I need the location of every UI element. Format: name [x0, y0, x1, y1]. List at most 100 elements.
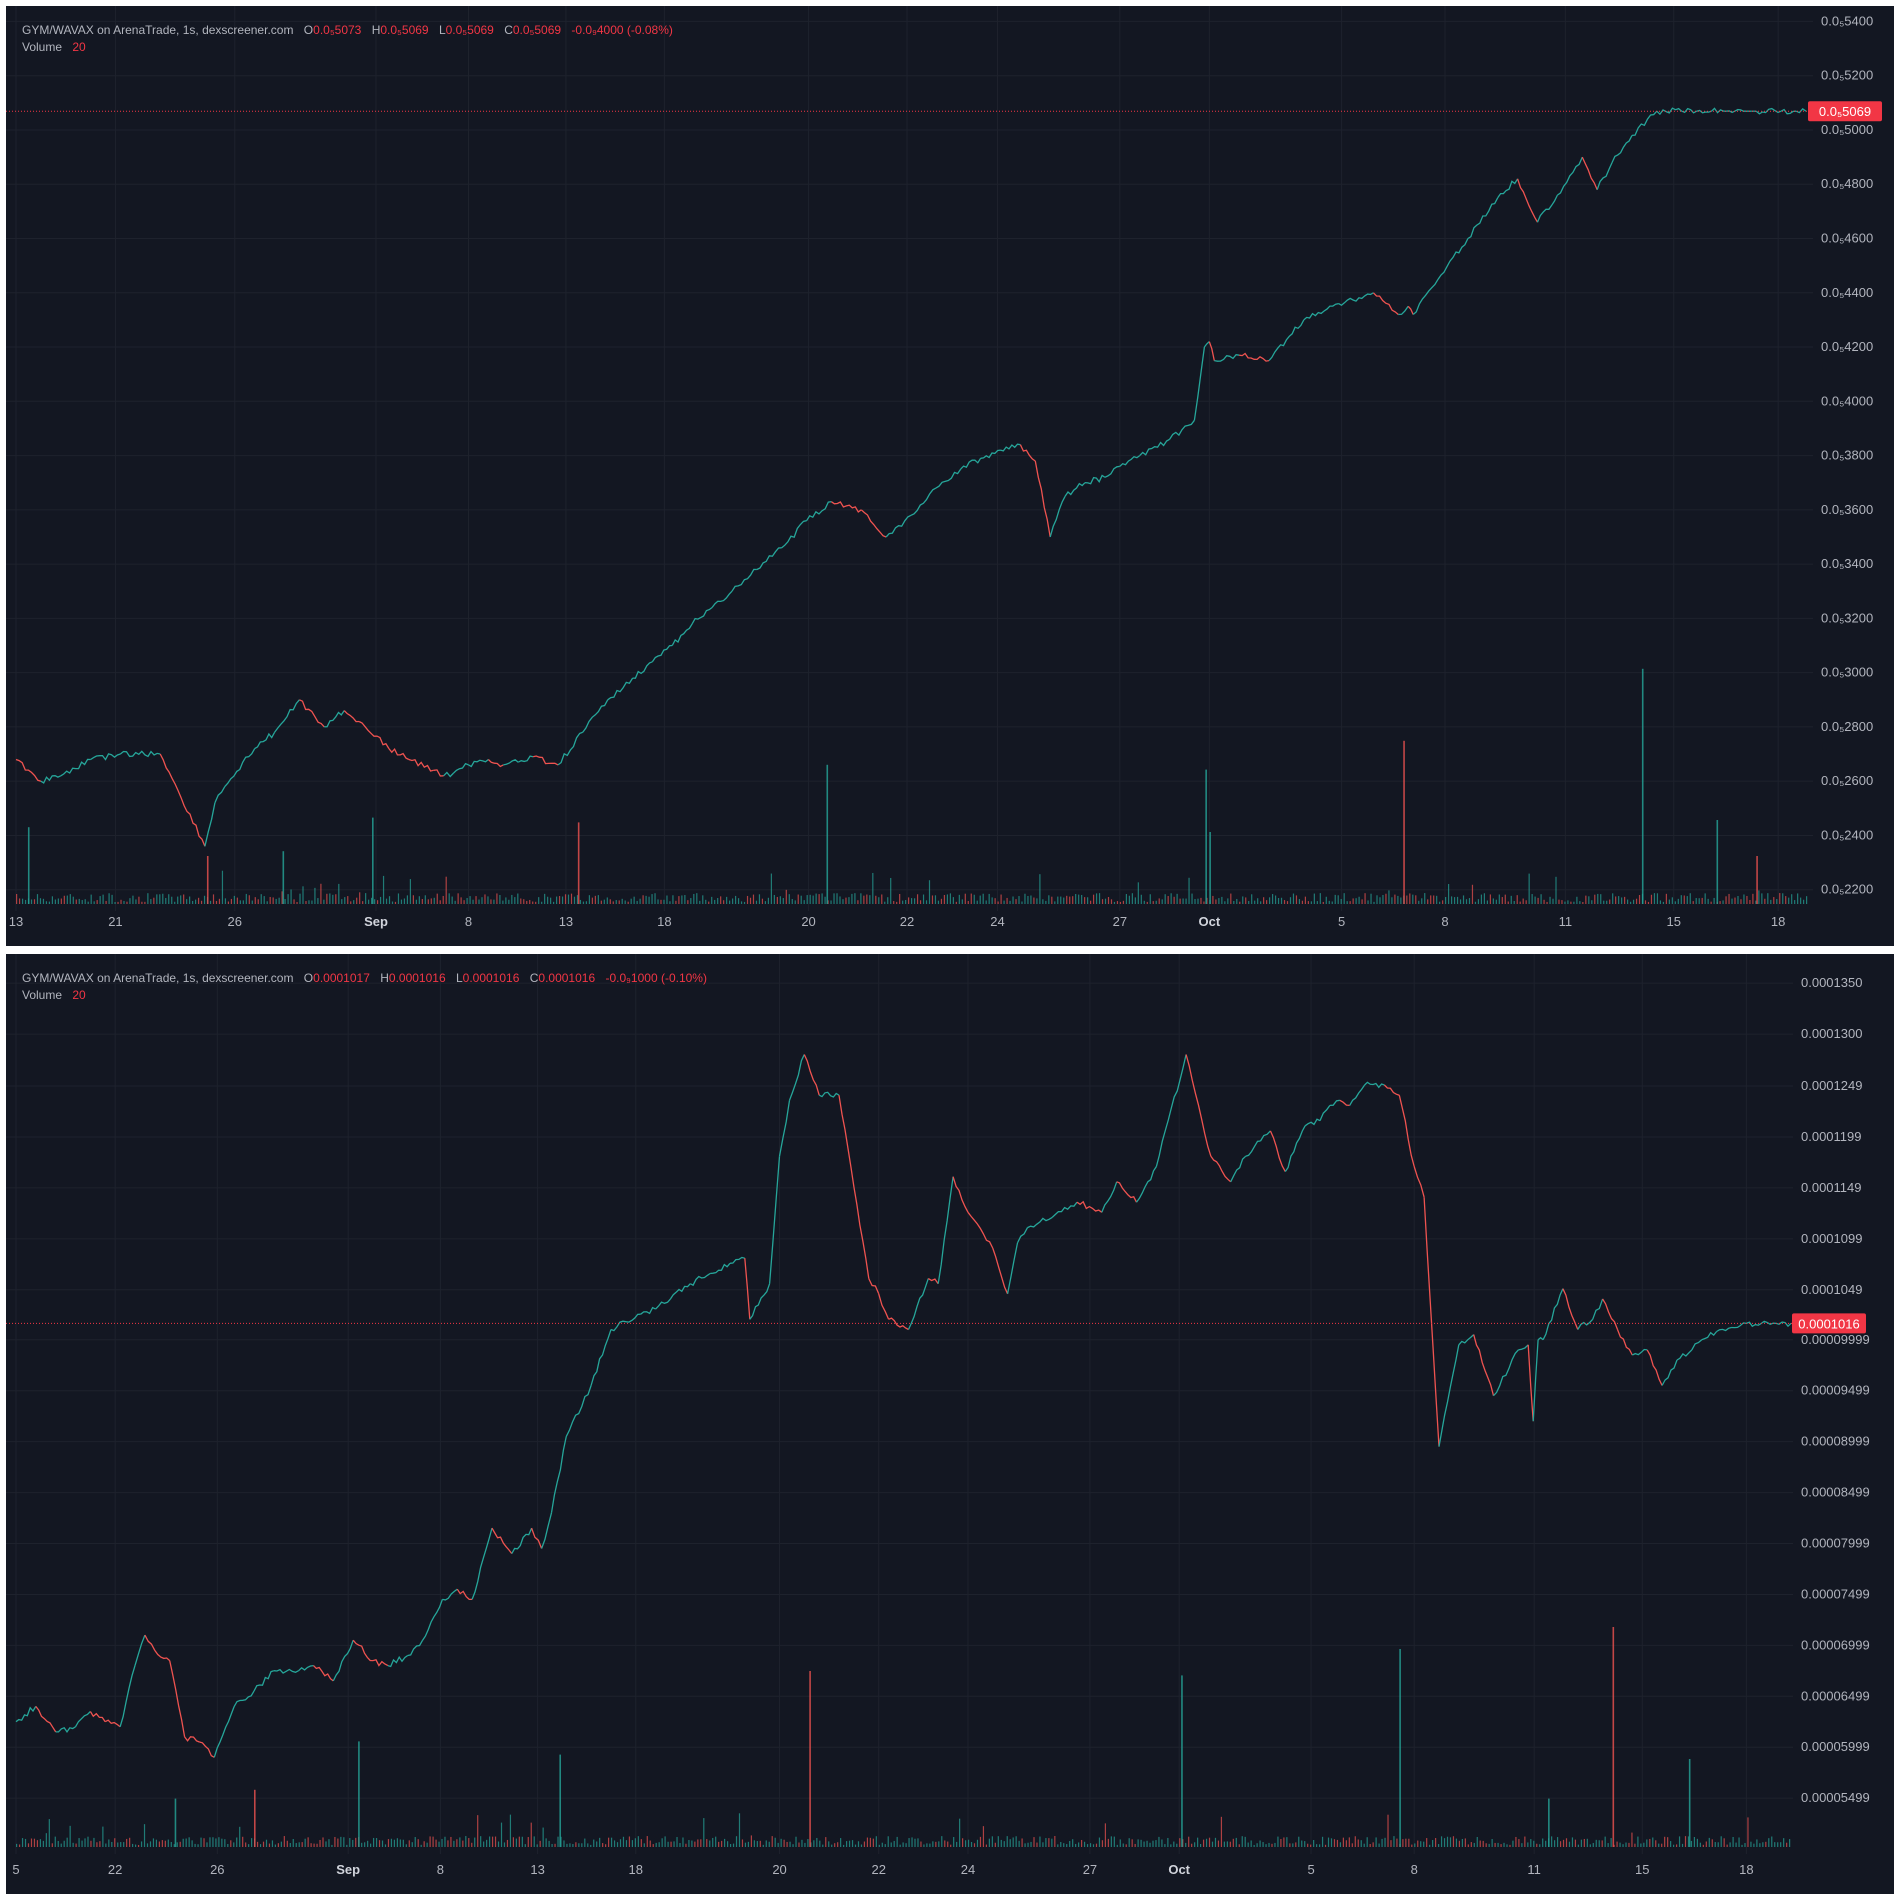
volume-bar — [57, 898, 59, 904]
volume-bar — [687, 900, 689, 904]
y-axis[interactable]: 0.0₅54000.0₅52000.0₅50000.0₅48000.0₅4600… — [1821, 13, 1873, 896]
volume-bar — [973, 1843, 976, 1847]
price-series[interactable] — [15, 1054, 1792, 1758]
volume-bar — [706, 1839, 708, 1847]
volume-bar — [648, 896, 650, 904]
volume-bar — [469, 896, 471, 904]
volume-bar — [150, 899, 152, 904]
price-segment — [935, 468, 962, 489]
volume-bar — [206, 1842, 208, 1847]
volume-bar — [779, 896, 781, 904]
volume-bar — [1110, 1836, 1112, 1847]
price-segment — [768, 1156, 781, 1284]
volume-bar — [755, 900, 758, 904]
volume-bar — [1756, 1839, 1758, 1847]
price-segment — [1631, 110, 1658, 137]
volume-bar — [1603, 900, 1605, 904]
volume-bar — [610, 1837, 613, 1847]
volume-bar — [639, 898, 641, 904]
volume-bar — [1182, 898, 1184, 904]
price-segment — [885, 514, 912, 538]
volume-bar — [1405, 1838, 1407, 1847]
chart-panel-top[interactable]: 0.0₅5400 0.0₅5200 0.0₅5000 0.0₅4800 0.0₅4600… — [6, 6, 1894, 946]
volume-bar — [1646, 1839, 1648, 1847]
price-segment — [372, 1659, 389, 1667]
price-chart-bottom[interactable]: 0.00013500.00013000.00012490.00011990.00… — [6, 954, 1894, 1894]
volume-bar — [600, 900, 602, 904]
price-series[interactable] — [15, 107, 1807, 847]
volume-bar — [541, 901, 543, 904]
price-segment — [640, 1306, 656, 1315]
volume-bar — [1301, 900, 1304, 904]
volume-bar — [1797, 893, 1799, 904]
volume-bar — [335, 894, 337, 904]
volume-bar — [551, 1843, 553, 1847]
volume-bar — [1376, 895, 1378, 904]
price-segment — [273, 1668, 299, 1674]
volume-bar — [524, 1844, 526, 1847]
volume-spike — [1688, 1759, 1691, 1847]
volume-bar — [254, 897, 256, 904]
volume-bar — [1743, 894, 1745, 904]
volume-bar — [508, 899, 510, 904]
volume-bar — [1280, 897, 1283, 904]
x-tick-label: 8 — [1411, 1862, 1418, 1877]
volume-bar — [1054, 1836, 1056, 1847]
volume-bar — [1501, 897, 1503, 904]
price-segment — [1656, 107, 1683, 116]
volume-bar — [887, 897, 889, 904]
volume-bar — [1635, 898, 1638, 904]
volume-spike — [1716, 820, 1719, 904]
volume-bar — [1515, 1836, 1517, 1847]
volume-bar — [1803, 899, 1805, 904]
volume-bar — [212, 1837, 214, 1847]
volume-bar — [1375, 1837, 1377, 1847]
volume-bar — [848, 897, 850, 904]
volume-bar — [705, 899, 707, 904]
volume-bar — [643, 1843, 645, 1847]
volume-bar — [679, 1842, 681, 1847]
volume-bar — [84, 899, 86, 904]
volume-bar — [54, 899, 56, 904]
price-segment — [1101, 1181, 1118, 1213]
x-axis[interactable]: 13 21 26 Sep 8 13 18 20 22 24 27 Oct 5 8 11 15 18 — [9, 914, 1786, 929]
volume-bar — [463, 900, 465, 904]
volume-bar — [872, 872, 874, 904]
volume-bar — [173, 1844, 175, 1847]
volume-bar — [1606, 900, 1608, 904]
price-segment — [952, 1176, 969, 1213]
price-chart-top[interactable]: 0.0₅54000.0₅52000.0₅50000.0₅48000.0₅4600… — [6, 6, 1894, 946]
volume-bar — [1313, 1839, 1315, 1847]
y-axis[interactable]: 0.00013500.00013000.00012490.00011990.00… — [1801, 975, 1870, 1805]
volume-bar — [450, 1836, 452, 1847]
volume-bar — [1782, 893, 1784, 904]
volume-bar — [1137, 1839, 1139, 1847]
volume-bar — [1678, 1836, 1681, 1847]
volume-bar — [991, 1836, 993, 1847]
price-segment — [1230, 1155, 1247, 1183]
volume-bar — [664, 1836, 666, 1847]
price-segment — [408, 758, 434, 772]
volume-bar — [289, 1842, 291, 1847]
volume-bar — [1397, 895, 1399, 904]
price-segment — [980, 449, 1001, 459]
volume-bar — [967, 1839, 970, 1847]
volume-bar — [1741, 1844, 1743, 1847]
volume-bar — [685, 1843, 687, 1847]
volume-bar — [487, 896, 489, 904]
volume-bar — [81, 1840, 83, 1847]
chart-panel-bottom[interactable]: 0.0001350 0.0001300 0.0001249 0.0001199 0.00… — [6, 954, 1894, 1894]
volume-bar — [30, 1838, 33, 1847]
volume-bar — [1263, 897, 1265, 904]
symbol-title: GYM/WAVAX on ArenaTrade, 1s, dexscreener… — [22, 971, 294, 985]
volume-bar — [579, 899, 582, 904]
volume-bar — [1512, 1840, 1514, 1847]
volume-bar — [185, 1838, 187, 1847]
volume-bar — [132, 895, 134, 904]
volume-bar — [628, 1836, 631, 1847]
volume-bar — [813, 1840, 815, 1847]
volume-bar — [1304, 1841, 1306, 1847]
volume-bar — [375, 1838, 378, 1847]
x-axis[interactable]: 5 22 26 Sep 8 13 18 20 22 24 27 Oct 5 8 11 15 18 — [12, 1862, 1753, 1877]
volume-bar — [299, 893, 301, 904]
